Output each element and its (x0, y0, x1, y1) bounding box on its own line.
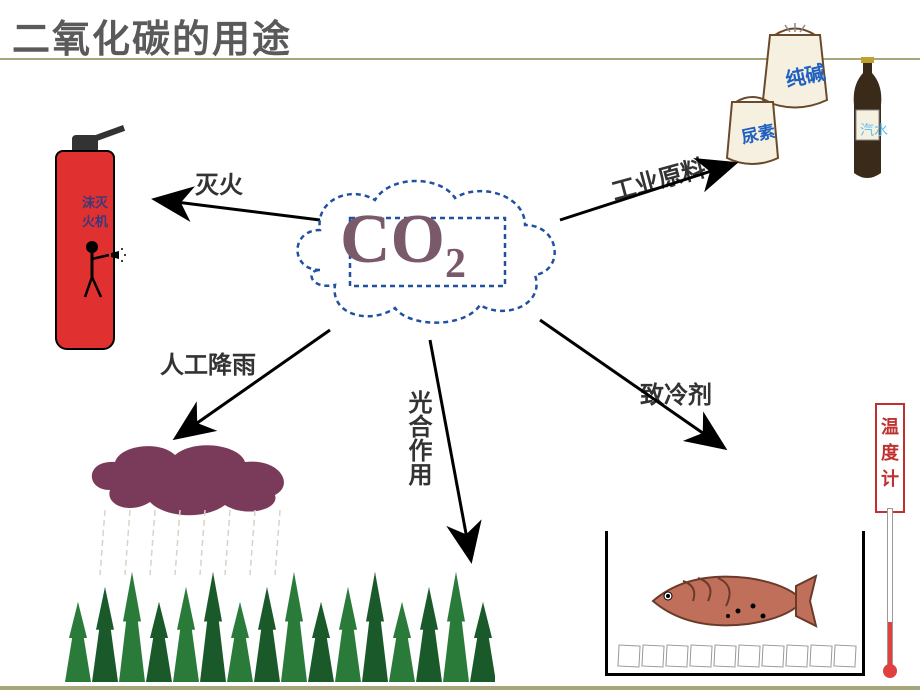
formula-base: CO (340, 201, 445, 278)
co2-formula: CO2 (340, 200, 466, 288)
formula-sub: 2 (445, 241, 466, 287)
diagram-root: 二氧化碳的用途 CO2 灭火 人工降雨 光合作用 工业原料 致冷剂 沫灭火机 (0, 0, 920, 690)
arrow-photo (430, 340, 470, 555)
arrow-rain (180, 330, 330, 435)
arrows-layer (0, 0, 920, 690)
arrow-industrial (560, 165, 730, 220)
